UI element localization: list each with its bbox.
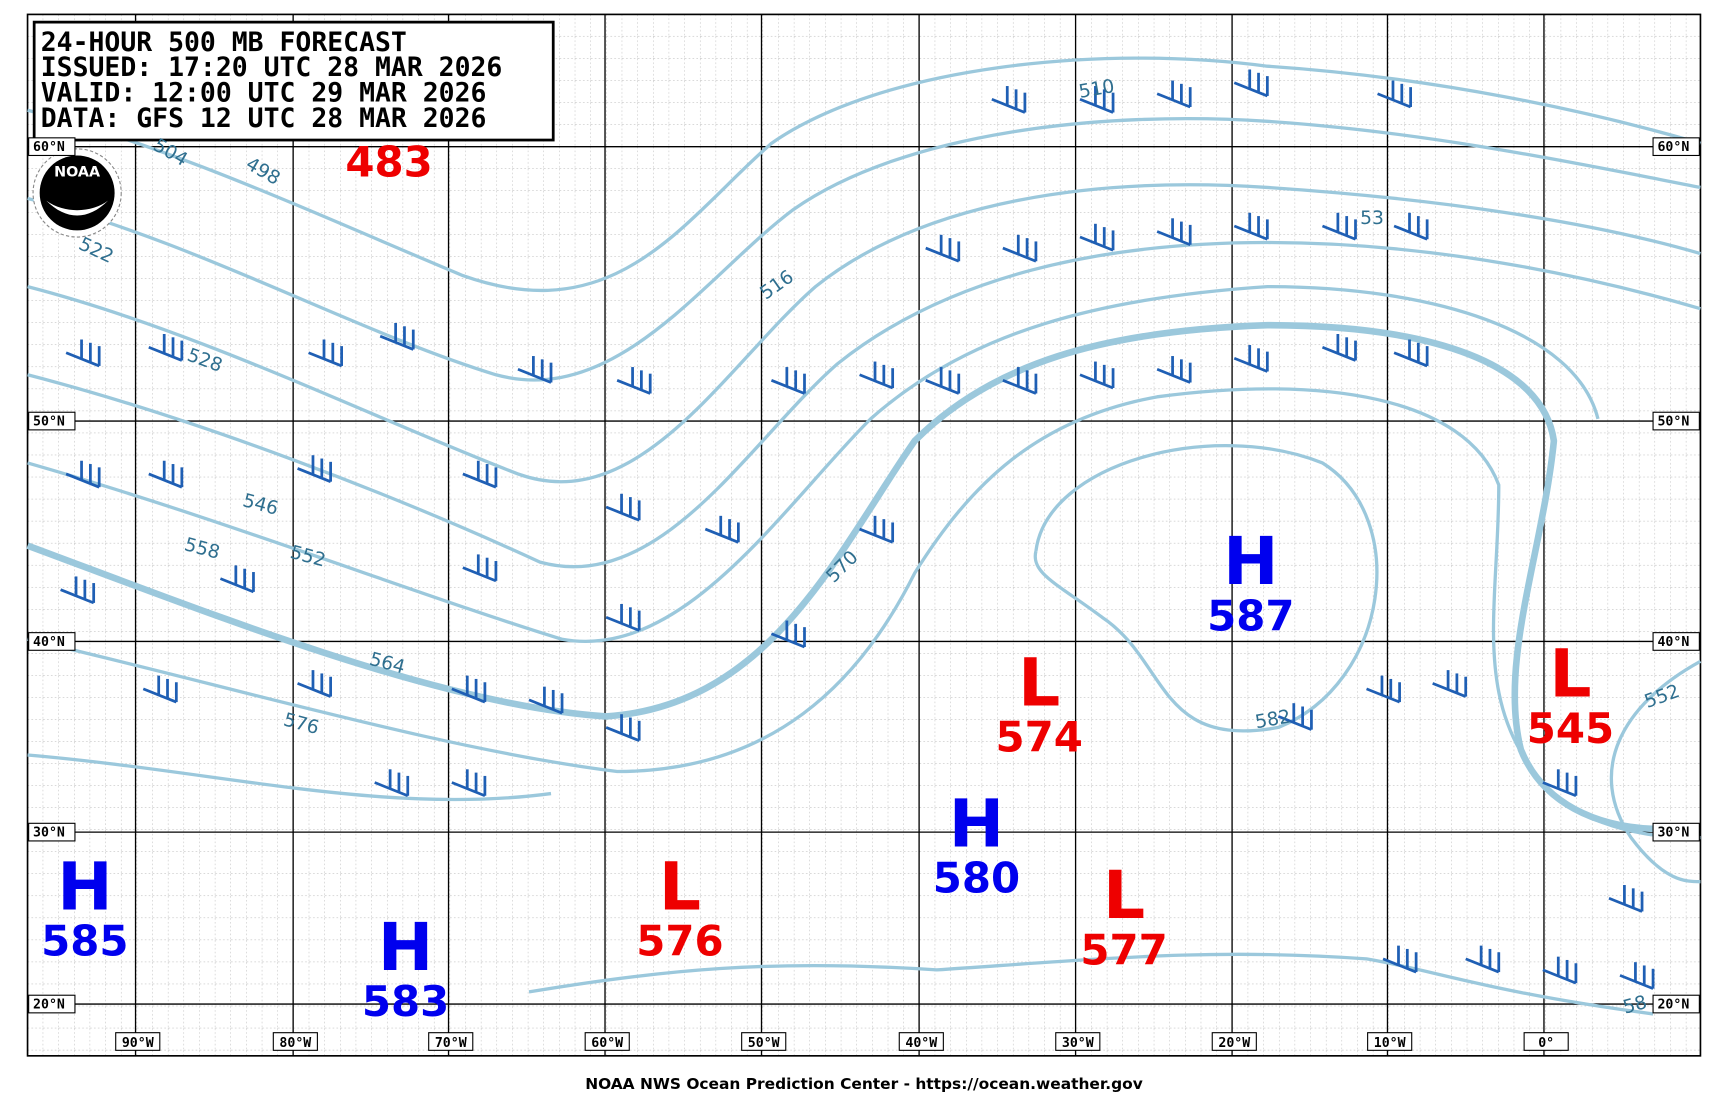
noaa-logo: NOAA (32, 148, 122, 238)
center-value: 545 (1527, 704, 1614, 753)
lon-label: 20°W (1218, 1036, 1250, 1051)
lat-label-box (28, 632, 76, 651)
lon-label-box (272, 1032, 318, 1051)
header-line: 24-HOUR 500 MB FORECAST (41, 27, 407, 58)
center-letter: H (949, 785, 1004, 862)
lat-label-box (1652, 411, 1700, 431)
center-letter: L (659, 848, 701, 925)
lat-label-box (28, 822, 76, 842)
lat-label-box (28, 994, 76, 1014)
lat-label: 30°N (33, 826, 65, 841)
header-line: ISSUED: 17:20 UTC 28 MAR 2026 (41, 52, 503, 83)
lat-label: 50°N (1657, 414, 1689, 429)
lon-label-box (1211, 1032, 1257, 1051)
lon-label-box (115, 1032, 161, 1051)
lon-label: 10°W (1374, 1036, 1406, 1051)
lat-label-box (28, 411, 76, 431)
lon-label-box (1523, 1032, 1569, 1051)
lat-label: 40°N (1657, 635, 1689, 650)
center-value: 577 (1080, 925, 1167, 974)
lat-label: 50°N (33, 414, 65, 429)
center-letter: H (57, 848, 112, 925)
center-value: 585 (41, 917, 128, 966)
center-value: 576 (636, 917, 723, 966)
header-line: DATA: GFS 12 UTC 28 MAR 2026 (41, 103, 487, 134)
lat-label: 20°N (1657, 997, 1689, 1012)
header-line: VALID: 12:00 UTC 29 MAR 2026 (41, 77, 487, 108)
lat-label-box (1652, 632, 1700, 651)
lat-label: 20°N (33, 997, 65, 1012)
graticule (27, 14, 1701, 1056)
center-value: 587 (1207, 591, 1294, 640)
center-letter: L (1103, 857, 1145, 934)
lat-label: 30°N (1657, 826, 1689, 841)
lon-label: 70°W (435, 1036, 467, 1051)
lon-label-box (1367, 1032, 1413, 1051)
lon-label-box (898, 1032, 944, 1051)
lon-label: 90°W (122, 1036, 154, 1051)
lon-label-box (1055, 1032, 1101, 1051)
contours (26, 56, 1702, 1016)
lat-label: 40°N (33, 635, 65, 650)
lat-label-box (1652, 137, 1700, 157)
logo-text: NOAA (54, 164, 100, 180)
center-value: 580 (933, 854, 1020, 903)
header-box (32, 20, 555, 142)
center-value: 574 (996, 713, 1083, 762)
center-value: 483 (345, 137, 432, 186)
lon-label: 60°W (591, 1036, 623, 1051)
lon-label-box (584, 1032, 630, 1051)
contour-label: 53 (1360, 208, 1384, 229)
center-letter: L (1018, 644, 1060, 721)
center-letter: H (1223, 523, 1278, 600)
lat-label-box (1652, 822, 1700, 842)
lat-label-box (28, 137, 76, 157)
footer: NOAA NWS Ocean Prediction Center - https… (585, 1075, 1143, 1093)
lon-label: 80°W (279, 1036, 311, 1051)
map-frame (26, 13, 1702, 1057)
center-letter: H (378, 909, 433, 986)
lat-label-box (1652, 994, 1700, 1014)
lon-label: 0° (1538, 1036, 1554, 1051)
lon-label: 50°W (748, 1036, 780, 1051)
lon-label-box (428, 1032, 474, 1051)
lon-label: 40°W (905, 1036, 937, 1051)
center-value: 583 (362, 977, 449, 1026)
lon-label-box (741, 1032, 787, 1051)
lat-label: 60°N (33, 140, 65, 155)
lon-label: 30°W (1062, 1036, 1094, 1051)
lat-label: 60°N (1657, 140, 1689, 155)
center-letter: L (1549, 636, 1591, 713)
